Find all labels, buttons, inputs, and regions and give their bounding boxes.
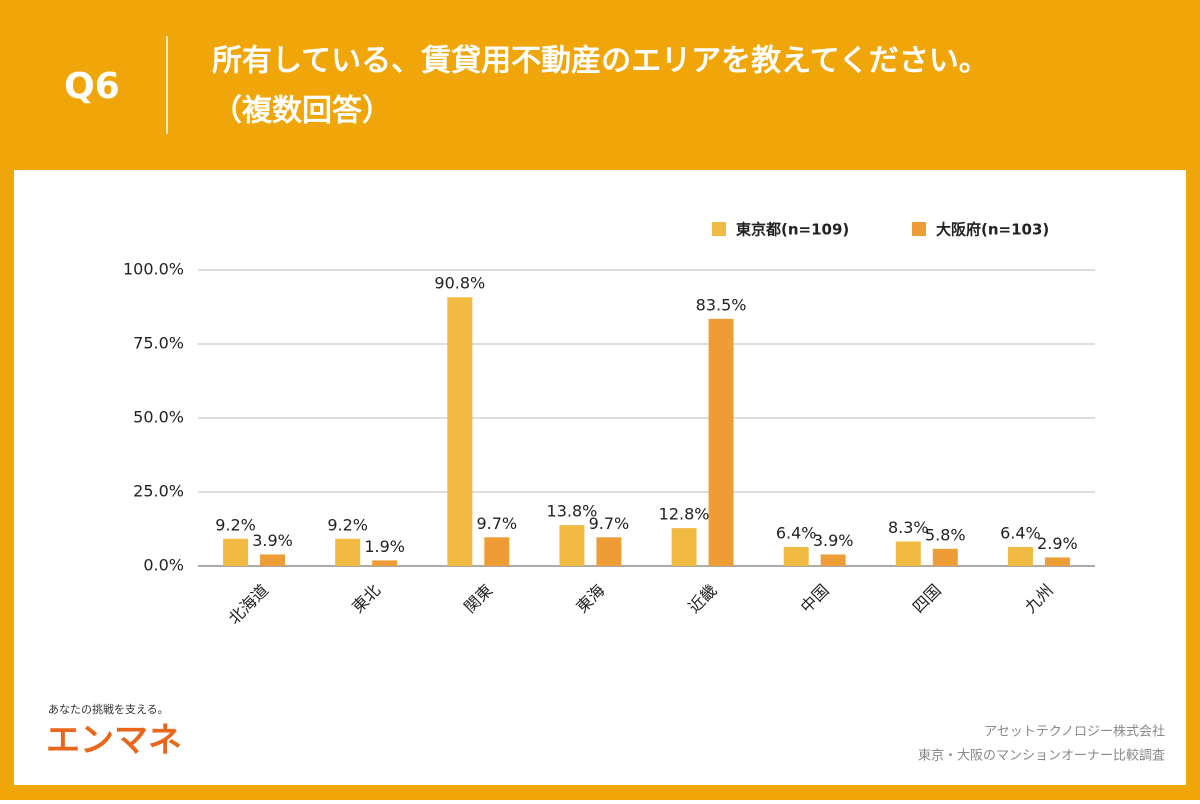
- data-label: 13.8%: [547, 502, 598, 521]
- legend-label: 東京都(n=109): [736, 221, 849, 239]
- bar: [783, 547, 809, 566]
- data-label: 83.5%: [696, 295, 747, 314]
- panel: [14, 170, 1186, 785]
- bar: [447, 297, 473, 566]
- data-label: 6.4%: [1000, 524, 1041, 543]
- data-label: 9.2%: [327, 515, 368, 534]
- bar: [335, 538, 361, 566]
- bar: [372, 560, 398, 566]
- question-number: Q6: [64, 66, 120, 107]
- legend-swatch: [912, 222, 926, 236]
- bar: [820, 554, 846, 566]
- y-tick-label: 25.0%: [133, 482, 184, 501]
- data-label: 9.7%: [476, 514, 517, 533]
- bar: [596, 537, 622, 566]
- bar: [559, 525, 585, 566]
- data-label: 3.9%: [813, 531, 854, 550]
- footer-company: アセットテクノロジー株式会社: [984, 724, 1165, 740]
- data-label: 3.9%: [252, 531, 293, 550]
- bar: [223, 538, 249, 566]
- subtitle: （複数回答）: [212, 94, 392, 129]
- data-label: 2.9%: [1037, 534, 1078, 553]
- bar: [484, 537, 510, 566]
- data-label: 5.8%: [925, 525, 966, 544]
- bar: [932, 548, 958, 566]
- y-tick-label: 75.0%: [133, 334, 184, 353]
- data-label: 6.4%: [776, 524, 817, 543]
- title: 所有している、賃貸用不動産のエリアを教えてください。: [212, 44, 989, 79]
- data-label: 90.8%: [434, 274, 485, 293]
- bar: [1044, 557, 1070, 566]
- bar: [708, 318, 734, 566]
- bar: [1007, 547, 1033, 566]
- logo-name: エンマネ: [46, 721, 182, 761]
- bar: [895, 541, 921, 566]
- data-label: 9.7%: [589, 514, 630, 533]
- chart: 0.0% 25.0% 50.0% 75.0% 100.0% 東京都(n=109) 大阪府(n…: [123, 221, 1095, 628]
- data-label: 12.8%: [659, 505, 710, 524]
- y-tick-label: 50.0%: [133, 408, 184, 427]
- data-label: 8.3%: [888, 518, 929, 537]
- legend-swatch: [712, 222, 726, 236]
- y-tick-label: 0.0%: [143, 556, 184, 575]
- footer-survey: 東京・大阪のマンションオーナー比較調査: [918, 748, 1165, 764]
- bar: [260, 554, 286, 566]
- data-label: 9.2%: [215, 515, 256, 534]
- legend-label: 大阪府(n=103): [936, 221, 1049, 239]
- bar: [671, 528, 697, 566]
- y-tick-label: 100.0%: [123, 260, 184, 279]
- data-label: 1.9%: [364, 537, 405, 556]
- logo-tagline: あなたの挑戦を支える。: [48, 702, 169, 716]
